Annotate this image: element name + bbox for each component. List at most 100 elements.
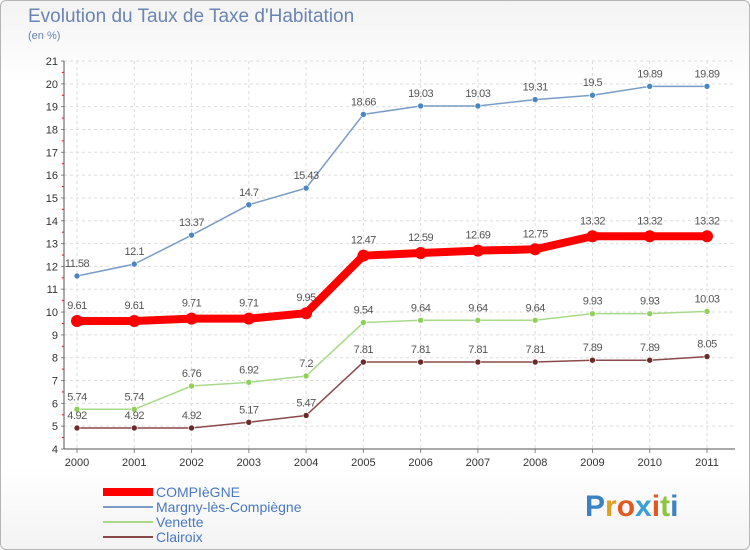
series-3-value-label-2011: 8.05 — [697, 339, 717, 351]
y-tick-label-21: 21 — [46, 56, 58, 68]
series-3-point-2010 — [646, 356, 654, 364]
proxiti-logo-letter-6: i — [670, 490, 678, 523]
series-3-point-2011 — [703, 353, 711, 360]
series-1-point-2008 — [529, 243, 542, 256]
series-2-point-2007 — [474, 316, 482, 324]
series-2-point-2000 — [73, 405, 81, 413]
x-tick-label-2000: 2000 — [65, 457, 89, 469]
proxiti-logo-letter-1: r — [605, 490, 617, 523]
series-0-value-label-2011: 19.89 — [694, 68, 719, 80]
proxiti-logo-letter-5: t — [660, 490, 670, 523]
series-2-value-label-2004: 7.2 — [299, 358, 313, 370]
series-2-value-label-2009: 9.93 — [583, 296, 603, 308]
series-3-point-2007 — [474, 358, 482, 366]
series-2-point-2002 — [188, 382, 195, 390]
series-1-point-2007 — [471, 244, 484, 257]
y-tick-label-11: 11 — [47, 284, 58, 296]
x-tick-label-2003: 2003 — [237, 457, 261, 469]
series-1-point-2003 — [242, 312, 255, 325]
series-1-value-label-2005: 12.47 — [351, 235, 376, 247]
x-tick-label-2009: 2009 — [580, 457, 604, 469]
series-2-value-label-2002: 6.76 — [182, 368, 202, 380]
series-3-point-2005 — [360, 358, 367, 366]
series-0-line — [76, 85, 708, 277]
series-0-point-2007 — [474, 102, 482, 110]
y-tick-label-8: 8 — [52, 353, 58, 365]
series-1-value-label-2003: 9.71 — [239, 298, 259, 310]
legend-label-3: Clairoix — [156, 529, 203, 545]
y-tick-label-12: 12 — [46, 261, 58, 273]
series-1-value-label-2004: 9.95 — [296, 292, 316, 304]
x-tick-label-2011: 2011 — [695, 457, 719, 469]
series-2-point-2011 — [703, 308, 711, 315]
chart-subtitle: (en %) — [28, 30, 61, 42]
series-2-value-label-2008: 9.64 — [525, 302, 545, 314]
series-1-point-2001 — [128, 314, 141, 327]
series-1-line — [73, 232, 711, 325]
series-3-value-label-2005: 7.81 — [354, 344, 374, 356]
y-tick-label-4: 4 — [52, 444, 58, 456]
series-0-point-2006 — [417, 102, 424, 110]
series-3-value-label-2004: 5.47 — [296, 397, 316, 409]
proxiti-logo-letter-0: P — [585, 490, 605, 523]
series-2-value-label-2000: 5.74 — [67, 391, 87, 403]
y-tick-label-10: 10 — [46, 307, 58, 319]
x-tick-label-2002: 2002 — [179, 457, 203, 469]
legend-label-0: COMPIèGNE — [156, 484, 240, 500]
series-1-point-2010 — [643, 230, 656, 243]
series-0-value-label-2009: 19.5 — [583, 77, 603, 89]
series-0-value-label-2006: 19.03 — [408, 88, 433, 100]
series-3-point-2003 — [245, 418, 253, 426]
series-3-point-2001 — [130, 424, 138, 432]
chart-title: Evolution du Taux de Taxe d'Habitation — [28, 6, 355, 27]
series-3-value-label-2000: 4.92 — [67, 410, 87, 422]
series-1-point-2006 — [414, 246, 427, 259]
series-1-value-label-2009: 13.32 — [580, 215, 605, 227]
series-0-point-2008 — [531, 96, 539, 103]
series-1-point-2005 — [357, 249, 370, 262]
series-1-value-label-2000: 9.61 — [67, 300, 87, 312]
series-0-value-label-2010: 19.89 — [637, 68, 662, 80]
series-2-point-2003 — [245, 379, 253, 386]
series-3-value-label-2007: 7.81 — [468, 344, 488, 356]
x-tick-label-2005: 2005 — [351, 457, 375, 469]
series-3-point-2002 — [188, 424, 195, 432]
series-3-value-label-2010: 7.89 — [640, 342, 660, 354]
legend-label-1: Margny-lès-Compiègne — [156, 499, 302, 515]
series-1-value-label-2010: 13.32 — [637, 215, 662, 227]
y-tick-label-14: 14 — [46, 216, 58, 228]
series-3-point-2006 — [417, 358, 424, 366]
series-3-value-label-2002: 4.92 — [182, 410, 202, 422]
series-2-value-label-2010: 9.93 — [640, 296, 660, 308]
series-0-value-label-2004: 15.43 — [294, 170, 319, 182]
series-1-value-label-2008: 12.75 — [523, 228, 548, 240]
legend-label-2: Venette — [156, 514, 204, 530]
series-0-value-label-2000: 11.58 — [65, 258, 90, 270]
x-tick-label-2004: 2004 — [294, 457, 318, 469]
series-0-value-label-2007: 19.03 — [465, 88, 490, 100]
series-2-value-label-2003: 6.92 — [239, 364, 259, 376]
series-0-point-2002 — [188, 231, 195, 239]
series-2-point-2006 — [417, 316, 424, 324]
series-1-point-2009 — [586, 230, 599, 243]
series-2-value-label-2011: 10.03 — [694, 293, 719, 305]
series-2-value-label-2001: 5.74 — [125, 391, 145, 403]
series-0-point-2011 — [703, 83, 711, 90]
series-0-point-2005 — [360, 111, 367, 118]
series-3-value-label-2006: 7.81 — [411, 344, 431, 356]
series-3-point-2008 — [531, 358, 539, 366]
x-tick-label-2001: 2001 — [122, 457, 146, 469]
series-0-value-label-2002: 13.37 — [179, 217, 204, 229]
series-1-point-2000 — [71, 314, 83, 327]
series-1-value-label-2002: 9.71 — [182, 298, 202, 310]
y-tick-label-20: 20 — [46, 79, 58, 91]
y-tick-label-5: 5 — [52, 421, 58, 433]
series-2-point-2008 — [531, 316, 539, 324]
series-3-value-label-2001: 4.92 — [125, 410, 145, 422]
proxiti-logo-letter-3: x — [635, 490, 652, 523]
x-tick-label-2006: 2006 — [408, 457, 432, 469]
series-1-value-label-2006: 12.59 — [408, 232, 433, 244]
proxiti-logo-letter-2: o — [617, 490, 635, 523]
series-0-value-label-2003: 14.7 — [239, 187, 259, 199]
